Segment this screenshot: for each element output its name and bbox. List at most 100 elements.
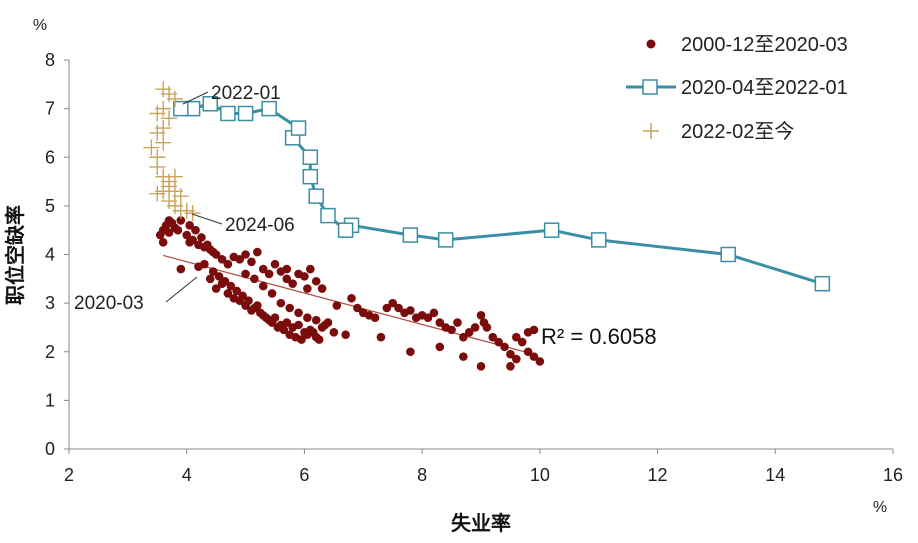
annotation-2024-06: 2024-06	[225, 215, 295, 236]
point-2000-2020	[506, 349, 515, 359]
point-2020-2022	[237, 105, 254, 122]
point-2022-now	[149, 158, 166, 175]
y-axis-unit: %	[33, 17, 47, 34]
point-2000-2020	[282, 274, 292, 284]
point-2000-2020	[435, 342, 445, 352]
point-2000-2020	[406, 347, 415, 357]
point-2000-2020	[267, 289, 277, 298]
point-2000-2020	[164, 228, 174, 237]
point-2000-2020	[205, 274, 215, 284]
point-2000-2020	[232, 286, 242, 296]
point-2000-2020	[188, 235, 197, 245]
point-2000-2020	[255, 308, 265, 318]
point-2022-now	[172, 188, 189, 205]
point-2000-2020	[353, 303, 362, 313]
y-axis-ticks: 0 1 2 3 4 5 6 7 8	[45, 50, 69, 459]
point-2000-2020	[529, 352, 539, 361]
point-2000-2020	[512, 332, 521, 342]
point-2000-2020	[517, 337, 527, 347]
point-2000-2020	[447, 325, 456, 335]
point-2000-2020	[459, 352, 468, 361]
legend-marker-dot	[646, 39, 656, 49]
point-2000-2020	[282, 318, 292, 327]
point-2000-2020	[235, 255, 244, 264]
point-2000-2020	[220, 276, 230, 286]
point-2000-2020	[285, 303, 295, 313]
point-2000-2020	[476, 310, 486, 320]
point-2000-2020	[476, 362, 486, 371]
y-axis-title: 职位空缺率	[3, 205, 27, 305]
point-2000-2020	[267, 318, 277, 327]
y-tick-label: 2	[45, 342, 55, 362]
point-2000-2020	[470, 323, 480, 332]
point-2020-2022	[337, 222, 354, 238]
point-2000-2020	[332, 301, 342, 310]
series-2022-now-layer	[143, 81, 201, 222]
point-2000-2020	[250, 274, 259, 284]
point-2000-2020	[341, 330, 350, 340]
point-2020-2022	[173, 100, 189, 117]
point-2020-2022	[437, 232, 454, 248]
point-2000-2020	[453, 318, 462, 327]
point-2000-2020	[494, 337, 503, 347]
point-2000-2020	[250, 303, 259, 313]
point-2020-2022	[720, 246, 736, 263]
point-2000-2020	[314, 335, 324, 344]
point-2000-2020	[294, 308, 303, 318]
series-2020-2022-layer	[173, 96, 831, 292]
point-2000-2020	[241, 269, 250, 279]
point-2022-now	[161, 110, 178, 127]
point-2000-2020	[320, 320, 330, 330]
point-2000-2020	[258, 281, 268, 291]
x-axis-ticks: 2 4 6 8 10 12 14 16	[64, 449, 903, 485]
point-2000-2020	[241, 250, 250, 259]
point-2022-now	[149, 105, 166, 122]
point-2000-2020	[329, 328, 339, 337]
point-2020-2022	[320, 207, 336, 224]
point-2000-2020	[264, 269, 274, 279]
x-tick-label: 10	[530, 465, 550, 485]
point-2000-2020	[300, 272, 309, 281]
legend-label-2020-2022: 2020-04至2022-01	[681, 77, 848, 99]
point-2000-2020	[308, 328, 318, 337]
point-2020-2022	[590, 232, 607, 248]
point-2000-2020	[279, 325, 289, 335]
point-2020-2022	[302, 149, 319, 165]
point-2000-2020	[488, 332, 498, 342]
point-2000-2020	[388, 298, 398, 308]
point-2000-2020	[311, 276, 321, 286]
point-2000-2020	[303, 284, 312, 293]
point-2000-2020	[303, 313, 312, 323]
point-2000-2020	[176, 216, 186, 225]
x-tick-label: 16	[883, 465, 903, 485]
point-2000-2020	[270, 259, 280, 269]
point-2020-2022	[308, 188, 324, 204]
point-2000-2020	[276, 298, 286, 308]
legend: 2000-12至2020-03 2020-04至2022-01 2022-02至…	[626, 34, 848, 143]
annotation-2020-03: 2020-03	[74, 293, 144, 314]
annotation-leader-2020-03	[165, 276, 198, 303]
point-2000-2020	[406, 306, 415, 315]
point-2000-2020	[535, 357, 545, 366]
point-2000-2020	[297, 335, 306, 344]
point-2000-2020	[211, 284, 221, 293]
point-2000-2020	[173, 225, 183, 235]
y-tick-label: 4	[45, 245, 55, 265]
point-2020-2022	[202, 96, 219, 112]
point-2000-2020	[247, 257, 256, 267]
point-2020-2022	[814, 275, 831, 292]
point-2000-2020	[523, 347, 533, 357]
x-axis-unit: %	[873, 499, 887, 516]
point-2000-2020	[208, 247, 218, 257]
point-2000-2020	[223, 259, 233, 269]
point-2000-2020	[200, 259, 209, 269]
y-tick-label: 1	[45, 390, 55, 410]
point-2000-2020	[394, 303, 403, 313]
y-tick-label: 7	[45, 99, 55, 119]
point-2000-2020	[238, 291, 247, 301]
point-2000-2020	[306, 264, 315, 274]
point-2000-2020	[217, 255, 227, 264]
point-2000-2020	[500, 342, 509, 352]
point-2000-2020	[203, 240, 212, 250]
